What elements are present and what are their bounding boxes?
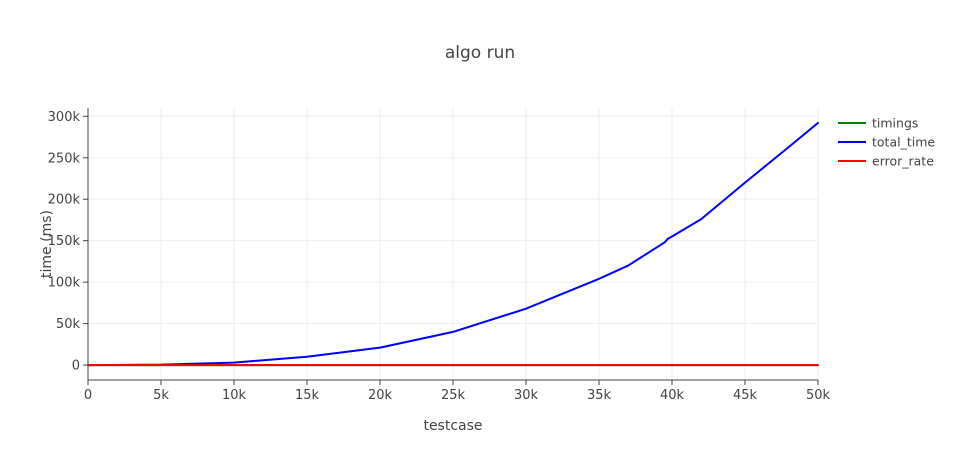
legend-label-total-time[interactable]: total_time bbox=[872, 135, 935, 150]
x-tick-label: 15k bbox=[295, 388, 320, 403]
axes: 0 5k 10k 15k 20k 25k 30k 35k 40k 45k 50k 0 50k 100k 15… bbox=[48, 108, 831, 403]
x-tick-label: 5k bbox=[153, 388, 169, 403]
series-line-total-time bbox=[87, 121, 819, 367]
x-tick-label: 35k bbox=[587, 388, 612, 403]
legend: timings total_time error_rate bbox=[838, 116, 935, 169]
x-tick-label: 0 bbox=[84, 388, 92, 403]
y-tick-label: 300k bbox=[48, 110, 81, 125]
y-axis-title: time (ms) bbox=[39, 210, 55, 278]
y-tick-label: 150k bbox=[48, 234, 81, 249]
y-tick-label: 0 bbox=[72, 359, 80, 374]
x-tick-label: 10k bbox=[222, 388, 247, 403]
x-tick-label: 30k bbox=[514, 388, 539, 403]
x-tick-label: 45k bbox=[733, 388, 758, 403]
x-tick-label: 50k bbox=[806, 388, 831, 403]
x-tick-label: 40k bbox=[660, 388, 685, 403]
chart-title: algo run bbox=[445, 43, 515, 63]
x-axis-title: testcase bbox=[423, 418, 482, 434]
x-tick-label: 20k bbox=[368, 388, 393, 403]
y-tick-label: 200k bbox=[48, 193, 81, 208]
grid bbox=[88, 108, 819, 380]
legend-label-error-rate[interactable]: error_rate bbox=[872, 154, 934, 169]
y-tick-label: 250k bbox=[48, 151, 81, 166]
legend-label-timings[interactable]: timings bbox=[872, 116, 918, 131]
x-tick-label: 25k bbox=[441, 388, 466, 403]
y-tick-label: 100k bbox=[48, 276, 81, 291]
series-layer bbox=[87, 121, 819, 367]
y-tick-label: 50k bbox=[56, 317, 81, 332]
